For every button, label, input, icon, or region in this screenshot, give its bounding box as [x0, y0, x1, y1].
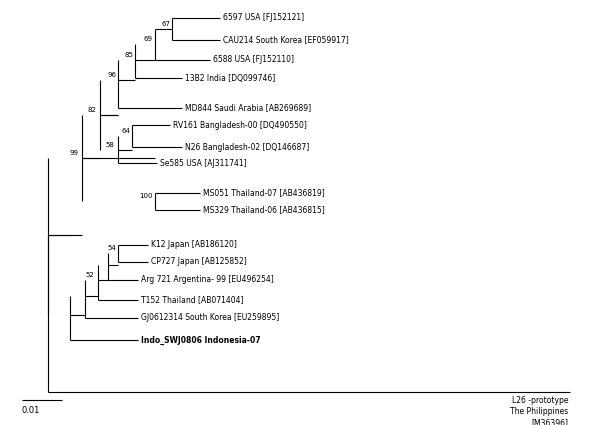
- Text: 54: 54: [107, 245, 116, 251]
- Text: L26 -prototype
The Philippines
[M36396]: L26 -prototype The Philippines [M36396]: [510, 396, 568, 425]
- Text: T152 Thailand [AB071404]: T152 Thailand [AB071404]: [141, 295, 244, 304]
- Text: 52: 52: [85, 272, 94, 278]
- Text: 6588 USA [FJ152110]: 6588 USA [FJ152110]: [213, 56, 294, 65]
- Text: K12 Japan [AB186120]: K12 Japan [AB186120]: [151, 241, 237, 249]
- Text: Indo_SWJ0806 Indonesia-07: Indo_SWJ0806 Indonesia-07: [141, 335, 260, 345]
- Text: GJ0612314 South Korea [EU259895]: GJ0612314 South Korea [EU259895]: [141, 314, 279, 323]
- Text: 58: 58: [105, 142, 114, 148]
- Text: 82: 82: [87, 107, 96, 113]
- Text: 67: 67: [161, 21, 170, 27]
- Text: RV161 Bangladesh-00 [DQ490550]: RV161 Bangladesh-00 [DQ490550]: [173, 121, 307, 130]
- Text: CAU214 South Korea [EF059917]: CAU214 South Korea [EF059917]: [223, 36, 349, 45]
- Text: 13B2 India [DQ099746]: 13B2 India [DQ099746]: [185, 74, 275, 82]
- Text: MD844 Saudi Arabia [AB269689]: MD844 Saudi Arabia [AB269689]: [185, 104, 311, 113]
- Text: 85: 85: [124, 52, 133, 58]
- Text: 96: 96: [107, 72, 116, 78]
- Text: CP727 Japan [AB125852]: CP727 Japan [AB125852]: [151, 258, 247, 266]
- Text: 69: 69: [144, 36, 153, 42]
- Text: 99: 99: [69, 150, 78, 156]
- Text: 64: 64: [121, 128, 130, 134]
- Text: MS329 Thailand-06 [AB436815]: MS329 Thailand-06 [AB436815]: [203, 206, 325, 215]
- Text: 0.01: 0.01: [22, 406, 40, 415]
- Text: 100: 100: [139, 193, 153, 199]
- Text: 6597 USA [FJ152121]: 6597 USA [FJ152121]: [223, 14, 304, 23]
- Text: N26 Bangladesh-02 [DQ146687]: N26 Bangladesh-02 [DQ146687]: [185, 142, 309, 151]
- Text: MS051 Thailand-07 [AB436819]: MS051 Thailand-07 [AB436819]: [203, 189, 325, 198]
- Text: Arg 721 Argentina- 99 [EU496254]: Arg 721 Argentina- 99 [EU496254]: [141, 275, 274, 284]
- Text: Se585 USA [AJ311741]: Se585 USA [AJ311741]: [160, 159, 247, 167]
